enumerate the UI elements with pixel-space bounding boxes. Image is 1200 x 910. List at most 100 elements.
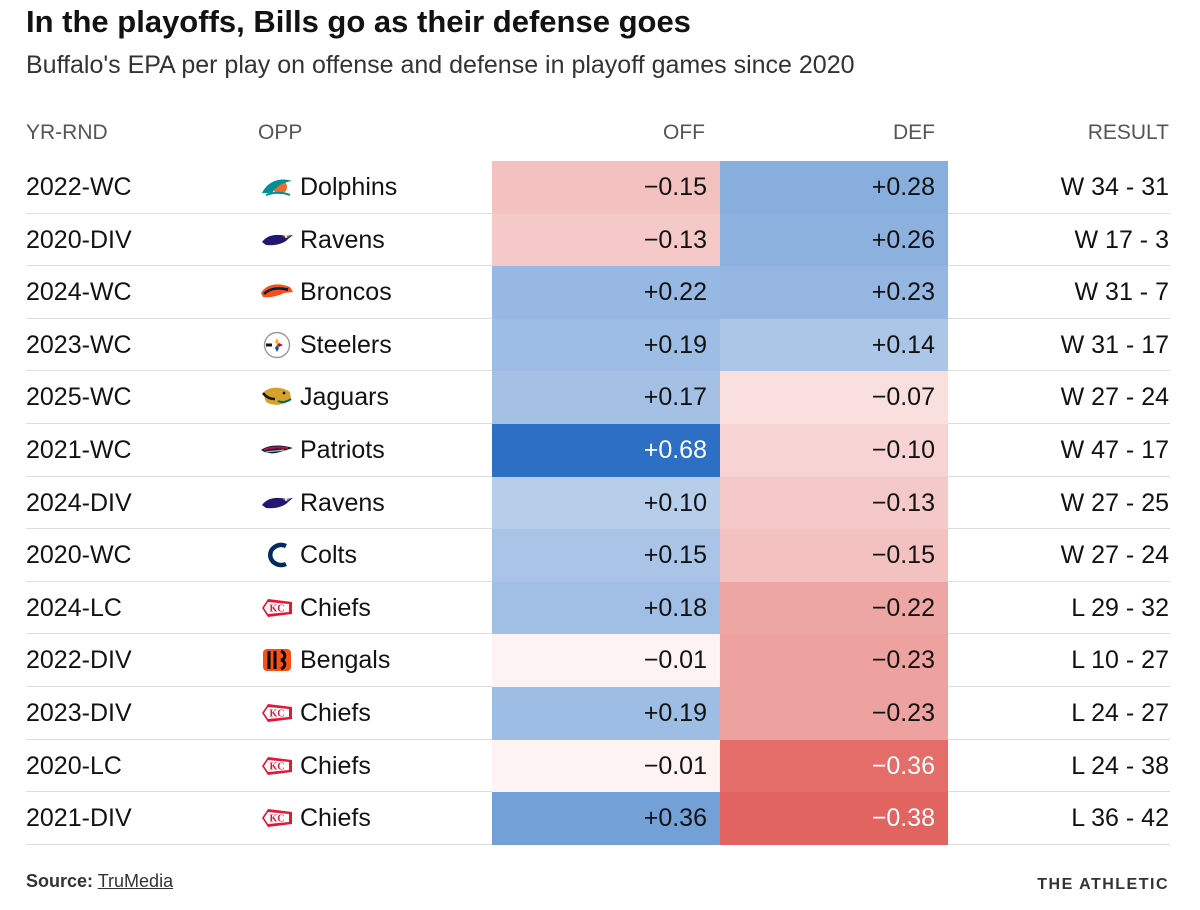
table-row: 2024-LC KC Chiefs +0.18 −0.22 L 29 - 32 <box>0 581 1200 635</box>
cell-result: L 24 - 38 <box>1071 751 1169 780</box>
cell-def-epa: +0.28 <box>720 161 948 214</box>
cell-result: L 24 - 27 <box>1071 699 1169 727</box>
cell-opponent: Chiefs <box>300 593 371 622</box>
table-row: 2020-WC Colts +0.15 −0.15 W 27 - 24 <box>0 529 1200 582</box>
cell-result: W 27 - 24 <box>1060 383 1169 412</box>
cell-opponent: Ravens <box>300 225 385 254</box>
cell-result: L 10 - 27 <box>1071 646 1169 675</box>
cell-result: W 31 - 7 <box>1074 278 1169 307</box>
header-off: OFF <box>663 121 705 144</box>
cell-result: L 36 - 42 <box>1071 804 1169 833</box>
svg-text:KC: KC <box>270 761 285 772</box>
header-yr-rnd: YR-RND <box>26 121 108 144</box>
table-row: 2020-LC KC Chiefs −0.01 −0.36 L 24 - 38 <box>0 739 1200 793</box>
patriots-logo <box>260 436 294 464</box>
cell-opponent: Colts <box>300 541 357 570</box>
cell-yr-rnd: 2024-LC <box>26 593 122 622</box>
cell-def-epa: −0.38 <box>720 792 948 845</box>
cell-def-epa: −0.07 <box>720 371 948 424</box>
cell-yr-rnd: 2022-DIV <box>26 646 132 675</box>
steelers-logo <box>260 331 294 359</box>
cell-def-epa: +0.26 <box>720 213 948 267</box>
cell-def-epa: −0.10 <box>720 424 948 477</box>
cell-def-epa: +0.23 <box>720 266 948 319</box>
cell-result: W 34 - 31 <box>1060 173 1169 201</box>
table-row: 2021-WC Patriots +0.68 −0.10 W 47 - 17 <box>0 424 1200 477</box>
header-opp: OPP <box>258 121 303 144</box>
cell-def-epa: +0.14 <box>720 318 948 372</box>
table-row: 2025-WC Jaguars +0.17 −0.07 W 27 - 24 <box>0 371 1200 424</box>
chiefs-logo: KC <box>260 699 294 727</box>
cell-off-epa: +0.36 <box>492 792 720 845</box>
cell-def-epa: −0.22 <box>720 581 948 635</box>
svg-text:KC: KC <box>270 709 285 720</box>
cell-yr-rnd: 2023-WC <box>26 330 132 359</box>
cell-yr-rnd: 2023-DIV <box>26 699 132 727</box>
cell-result: W 27 - 24 <box>1060 541 1169 570</box>
table-row: 2020-DIV Ravens −0.13 +0.26 W 17 - 3 <box>0 213 1200 267</box>
cell-def-epa: −0.36 <box>720 739 948 793</box>
cell-def-epa: −0.13 <box>720 476 948 530</box>
cell-off-epa: +0.19 <box>492 687 720 740</box>
header-result: RESULT <box>1087 121 1169 144</box>
cell-opponent: Jaguars <box>300 383 389 412</box>
cell-off-epa: −0.01 <box>492 634 720 687</box>
header-def: DEF <box>893 121 935 144</box>
cell-yr-rnd: 2024-DIV <box>26 488 132 517</box>
cell-result: W 31 - 17 <box>1060 330 1169 359</box>
chiefs-logo: KC <box>260 752 294 780</box>
cell-result: W 27 - 25 <box>1060 488 1169 517</box>
cell-off-epa: +0.68 <box>492 424 720 477</box>
cell-result: L 29 - 32 <box>1071 593 1169 622</box>
cell-opponent: Chiefs <box>300 804 371 833</box>
colts-logo <box>260 541 294 569</box>
ravens-logo <box>260 226 294 254</box>
table-row: 2022-WC Dolphins −0.15 +0.28 W 34 - 31 <box>0 161 1200 214</box>
cell-yr-rnd: 2021-WC <box>26 436 132 464</box>
chiefs-logo: KC <box>260 804 294 832</box>
cell-def-epa: −0.23 <box>720 634 948 687</box>
table-row: 2023-WC Steelers +0.19 +0.14 W 31 - 17 <box>0 318 1200 372</box>
dolphins-logo <box>260 173 294 201</box>
cell-yr-rnd: 2022-WC <box>26 173 132 201</box>
bengals-logo <box>260 646 294 674</box>
table-row: 2022-DIV Bengals −0.01 −0.23 L 10 - 27 <box>0 634 1200 687</box>
table-row: 2024-WC Broncos +0.22 +0.23 W 31 - 7 <box>0 266 1200 319</box>
cell-yr-rnd: 2020-LC <box>26 751 122 780</box>
cell-off-epa: +0.22 <box>492 266 720 319</box>
source-link[interactable]: TruMedia <box>97 871 174 891</box>
cell-result: W 17 - 3 <box>1074 225 1169 254</box>
broncos-logo <box>260 278 294 306</box>
source-note: Source: TruMedia <box>26 871 173 892</box>
chart-subtitle: Buffalo's EPA per play on offense and de… <box>26 51 855 79</box>
table-row: 2023-DIV KC Chiefs +0.19 −0.23 L 24 - 27 <box>0 687 1200 740</box>
table-row: 2021-DIV KC Chiefs +0.36 −0.38 L 36 - 42 <box>0 792 1200 845</box>
cell-off-epa: +0.15 <box>492 529 720 582</box>
cell-yr-rnd: 2021-DIV <box>26 804 132 833</box>
cell-off-epa: +0.18 <box>492 581 720 635</box>
cell-yr-rnd: 2020-WC <box>26 541 132 570</box>
svg-text:KC: KC <box>270 603 285 614</box>
cell-opponent: Chiefs <box>300 751 371 780</box>
cell-opponent: Ravens <box>300 488 385 517</box>
cell-opponent: Dolphins <box>300 173 398 201</box>
cell-yr-rnd: 2020-DIV <box>26 225 132 254</box>
cell-off-epa: +0.19 <box>492 318 720 372</box>
ravens-logo <box>260 489 294 517</box>
chiefs-logo: KC <box>260 594 294 622</box>
cell-yr-rnd: 2025-WC <box>26 383 132 412</box>
cell-off-epa: −0.13 <box>492 213 720 267</box>
svg-text:KC: KC <box>270 814 285 825</box>
cell-opponent: Bengals <box>300 646 391 675</box>
cell-off-epa: +0.10 <box>492 476 720 530</box>
cell-off-epa: +0.17 <box>492 371 720 424</box>
cell-opponent: Chiefs <box>300 699 371 727</box>
publisher-brand: THE ATHLETIC <box>1037 876 1169 893</box>
table-header: YR-RND OPP OFF DEF RESULT <box>0 117 1200 149</box>
cell-off-epa: −0.01 <box>492 739 720 793</box>
cell-off-epa: −0.15 <box>492 161 720 214</box>
source-label: Source: <box>26 871 94 891</box>
jaguars-logo <box>260 383 294 411</box>
cell-opponent: Patriots <box>300 436 385 464</box>
cell-yr-rnd: 2024-WC <box>26 278 132 307</box>
